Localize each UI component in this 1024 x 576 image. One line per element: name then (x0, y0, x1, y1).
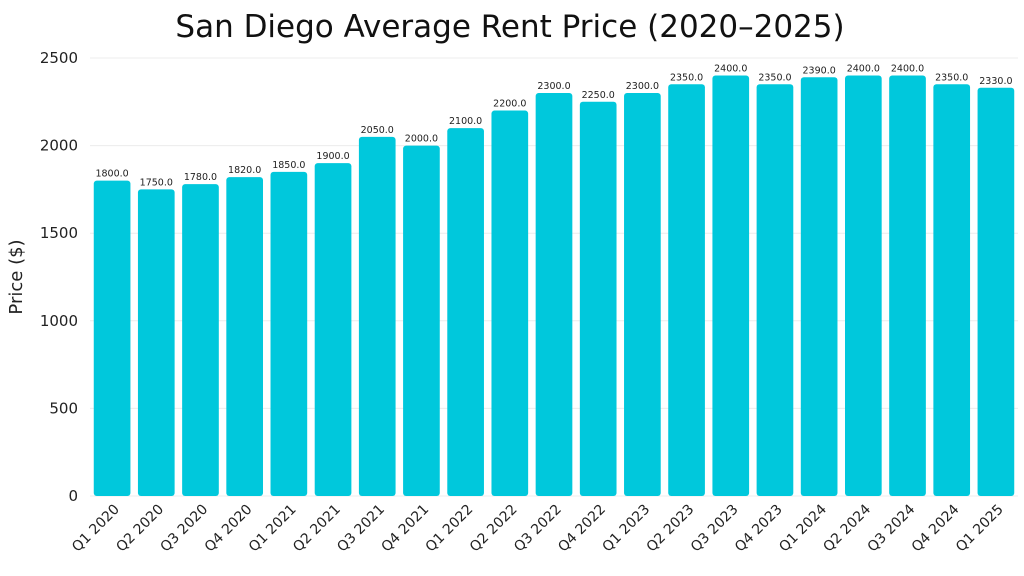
data-label: 2050.0 (361, 125, 394, 136)
bar (579, 101, 617, 497)
bar (93, 180, 131, 496)
data-label: 2350.0 (758, 72, 791, 83)
data-label: 1850.0 (272, 160, 305, 171)
bar (889, 75, 926, 497)
y-tick-label: 1500 (40, 224, 78, 242)
data-label: 2400.0 (714, 64, 747, 75)
y-tick-label: 2500 (40, 49, 78, 67)
x-tick-label: Q1 2021 (246, 502, 300, 556)
x-tick-label: Q1 2024 (776, 501, 830, 555)
data-label: 2300.0 (537, 81, 570, 92)
data-label: 1900.0 (316, 151, 349, 162)
x-tick-label: Q1 2023 (599, 502, 653, 556)
bar (491, 110, 529, 496)
x-tick-label: Q4 2024 (909, 501, 963, 555)
bar (756, 84, 794, 496)
bar (403, 145, 440, 496)
x-tick-label: Q4 2022 (555, 502, 609, 556)
data-label: 2400.0 (891, 64, 924, 75)
data-label: 2200.0 (493, 99, 526, 110)
bar (182, 184, 219, 497)
bar (977, 87, 1015, 496)
bar (712, 75, 750, 497)
bar (800, 77, 838, 496)
x-tick-label: Q2 2023 (644, 502, 698, 556)
data-label: 2000.0 (405, 134, 438, 145)
data-label: 2350.0 (670, 72, 703, 83)
data-label: 2330.0 (979, 76, 1012, 87)
data-label: 1800.0 (95, 169, 128, 180)
x-tick-label: Q4 2020 (202, 502, 256, 556)
data-label: 1780.0 (184, 172, 217, 183)
x-tick-label: Q1 2020 (69, 502, 123, 556)
bar (933, 84, 971, 496)
bar (358, 136, 396, 496)
x-tick-label: Q4 2023 (732, 502, 786, 556)
x-tick-label: Q4 2021 (379, 502, 433, 556)
bar (624, 93, 661, 496)
data-label: 2100.0 (449, 116, 482, 127)
y-tick-label: 0 (68, 487, 78, 505)
x-tick-label: Q3 2023 (688, 502, 742, 556)
bar (535, 93, 573, 496)
x-tick-label: Q1 2022 (423, 502, 477, 556)
x-tick-label: Q3 2022 (511, 502, 565, 556)
data-label: 2250.0 (582, 90, 615, 101)
data-label: 2300.0 (626, 81, 659, 92)
x-tick-label: Q2 2020 (113, 502, 167, 556)
bar (447, 128, 484, 496)
x-tick-label: Q3 2024 (865, 501, 919, 555)
bar (844, 75, 882, 497)
x-tick-label: Q1 2025 (953, 502, 1007, 556)
data-label: 1820.0 (228, 165, 261, 176)
y-tick-label: 2000 (40, 137, 78, 155)
bar (270, 171, 308, 496)
bar (668, 84, 705, 496)
y-tick-label: 500 (49, 399, 78, 417)
x-tick-label: Q2 2022 (467, 502, 521, 556)
bar (137, 189, 175, 496)
x-tick-label: Q3 2021 (334, 502, 388, 556)
data-label: 2400.0 (847, 64, 880, 75)
x-tick-label: Q2 2021 (290, 502, 344, 556)
data-label: 1750.0 (140, 177, 173, 188)
y-tick-label: 1000 (40, 312, 78, 330)
y-axis-label: Price ($) (6, 239, 27, 314)
x-tick-label: Q3 2020 (158, 502, 212, 556)
x-tick-label: Q2 2024 (820, 501, 874, 555)
bar (226, 177, 264, 497)
chart-title: San Diego Average Rent Price (2020–2025) (175, 9, 844, 45)
data-label: 2390.0 (803, 65, 836, 76)
bar (314, 163, 352, 496)
data-label: 2350.0 (935, 72, 968, 83)
